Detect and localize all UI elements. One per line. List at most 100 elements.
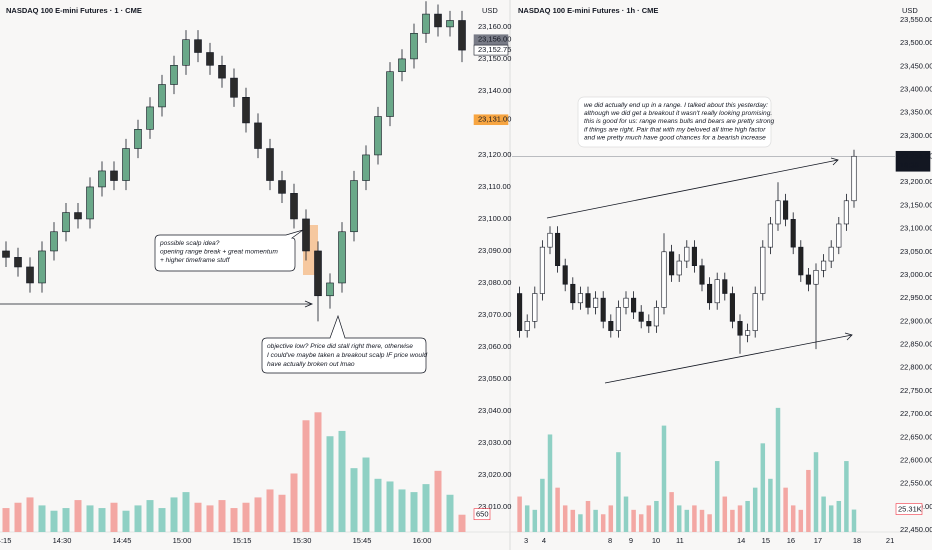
volume-bar [98, 508, 106, 532]
callout-text: this is good for us: range means bulls a… [584, 118, 775, 125]
volume-bar [26, 497, 34, 532]
candle-body [631, 297, 637, 313]
volume-bar [676, 505, 682, 532]
volume-bar [434, 470, 442, 532]
y-tick-label: 22,850.00 [900, 340, 932, 349]
callout-text: have actually broken out lmao [267, 361, 355, 368]
volume-bar [278, 494, 286, 532]
volume-bar [86, 505, 94, 532]
candle-body [242, 97, 250, 124]
volume-bar [254, 497, 262, 532]
candle-body [50, 231, 58, 252]
price-label: 23,131.00 [478, 115, 511, 124]
y-tick-label: 23,120.00 [478, 150, 511, 159]
volume-bar [326, 436, 334, 532]
x-tick-label: 15:00 [173, 536, 192, 545]
candle-body [691, 246, 697, 266]
volume-bar [422, 484, 430, 532]
x-tick-label: 16:00 [413, 536, 432, 545]
price-label-box [895, 150, 931, 172]
x-tick-label: 14:45 [113, 536, 132, 545]
callout-text: + higher timeframe stuff [160, 257, 231, 264]
candle-body [532, 293, 538, 322]
volume-bar [699, 509, 705, 532]
candle-body [661, 251, 667, 308]
candle-body [362, 154, 370, 181]
candle-body [646, 321, 652, 327]
candle-body [707, 283, 713, 304]
candle-body [110, 170, 118, 181]
x-tick-label: 18 [853, 536, 861, 545]
volume-bar [707, 514, 712, 532]
candle-body [74, 212, 82, 220]
volume-bar [170, 497, 178, 532]
volume-bar [290, 473, 298, 532]
price-label-box [473, 44, 509, 56]
volume-bar [302, 420, 310, 532]
candle-body [593, 297, 599, 308]
candle-body [752, 293, 758, 331]
candle-body [446, 20, 454, 28]
chart-title: NASDAQ 100 E-mini Futures · 1h · CME [518, 6, 658, 15]
candle-body [170, 64, 178, 85]
candle-body [146, 106, 154, 130]
candle-body [62, 212, 70, 233]
candle-body [14, 257, 22, 268]
volume-bar [722, 496, 728, 532]
y-tick-label: 23,160.00 [478, 22, 511, 31]
candle-body [434, 13, 442, 28]
volume-bar [2, 508, 10, 532]
candle-body [386, 71, 394, 117]
price-label: 23,156.00 [478, 35, 511, 44]
y-tick-label: 23,070.00 [478, 310, 511, 319]
y-tick-label: 23,050.00 [478, 374, 511, 383]
candle-body [547, 232, 553, 248]
y-tick-label: 22,900.00 [900, 316, 932, 325]
candle-body [182, 39, 190, 66]
callout-text: opening range break + great momentum [160, 248, 278, 255]
y-tick-label: 22,450.00 [900, 525, 932, 534]
y-tick-label: 23,150.00 [478, 54, 511, 63]
candle-body [737, 321, 743, 336]
volume-bar [540, 478, 545, 532]
volume-bar [458, 514, 466, 532]
x-tick-label: 3 [524, 536, 528, 545]
candle-body [374, 116, 382, 156]
volume-bar [570, 509, 576, 532]
y-tick-label: 23,060.00 [478, 342, 511, 351]
callout-text: if things are right. Pair that with my b… [584, 126, 766, 133]
callout-box [577, 96, 772, 148]
volume-bar [74, 500, 82, 532]
x-tick-label: 14:30 [53, 536, 72, 545]
candle-body [206, 52, 214, 66]
callout-text: possible scalp idea? [159, 240, 220, 247]
candle-body [638, 311, 644, 322]
candle-body [539, 246, 545, 294]
y-tick-label: 22,800.00 [900, 363, 932, 372]
y-tick-label: 23,550.00 [900, 15, 932, 24]
volume-bar [398, 489, 406, 532]
candle-body [86, 186, 94, 220]
volume-bar [790, 505, 796, 532]
volume-bar [821, 496, 826, 532]
y-tick-label: 22,650.00 [900, 432, 932, 441]
bar-countdown: 18:38 [900, 160, 919, 169]
volume-bar [158, 508, 166, 532]
volume-bar [134, 505, 142, 532]
volume-bar [760, 443, 766, 532]
y-tick-label: 23,300.00 [900, 131, 932, 140]
candle-body [767, 223, 773, 248]
candle-body [843, 200, 849, 225]
candle-body [290, 193, 298, 220]
volume-bar [631, 509, 636, 532]
y-tick-label: 23,020.00 [478, 470, 511, 479]
y-tick-label: 23,100.00 [478, 214, 511, 223]
volume-bar [110, 502, 118, 532]
volume-bar [692, 505, 697, 532]
volume-bar [374, 478, 382, 532]
currency-label: USD [482, 6, 498, 15]
candle-body [26, 266, 34, 284]
candle-body [585, 293, 591, 308]
volume-bar [146, 500, 154, 532]
